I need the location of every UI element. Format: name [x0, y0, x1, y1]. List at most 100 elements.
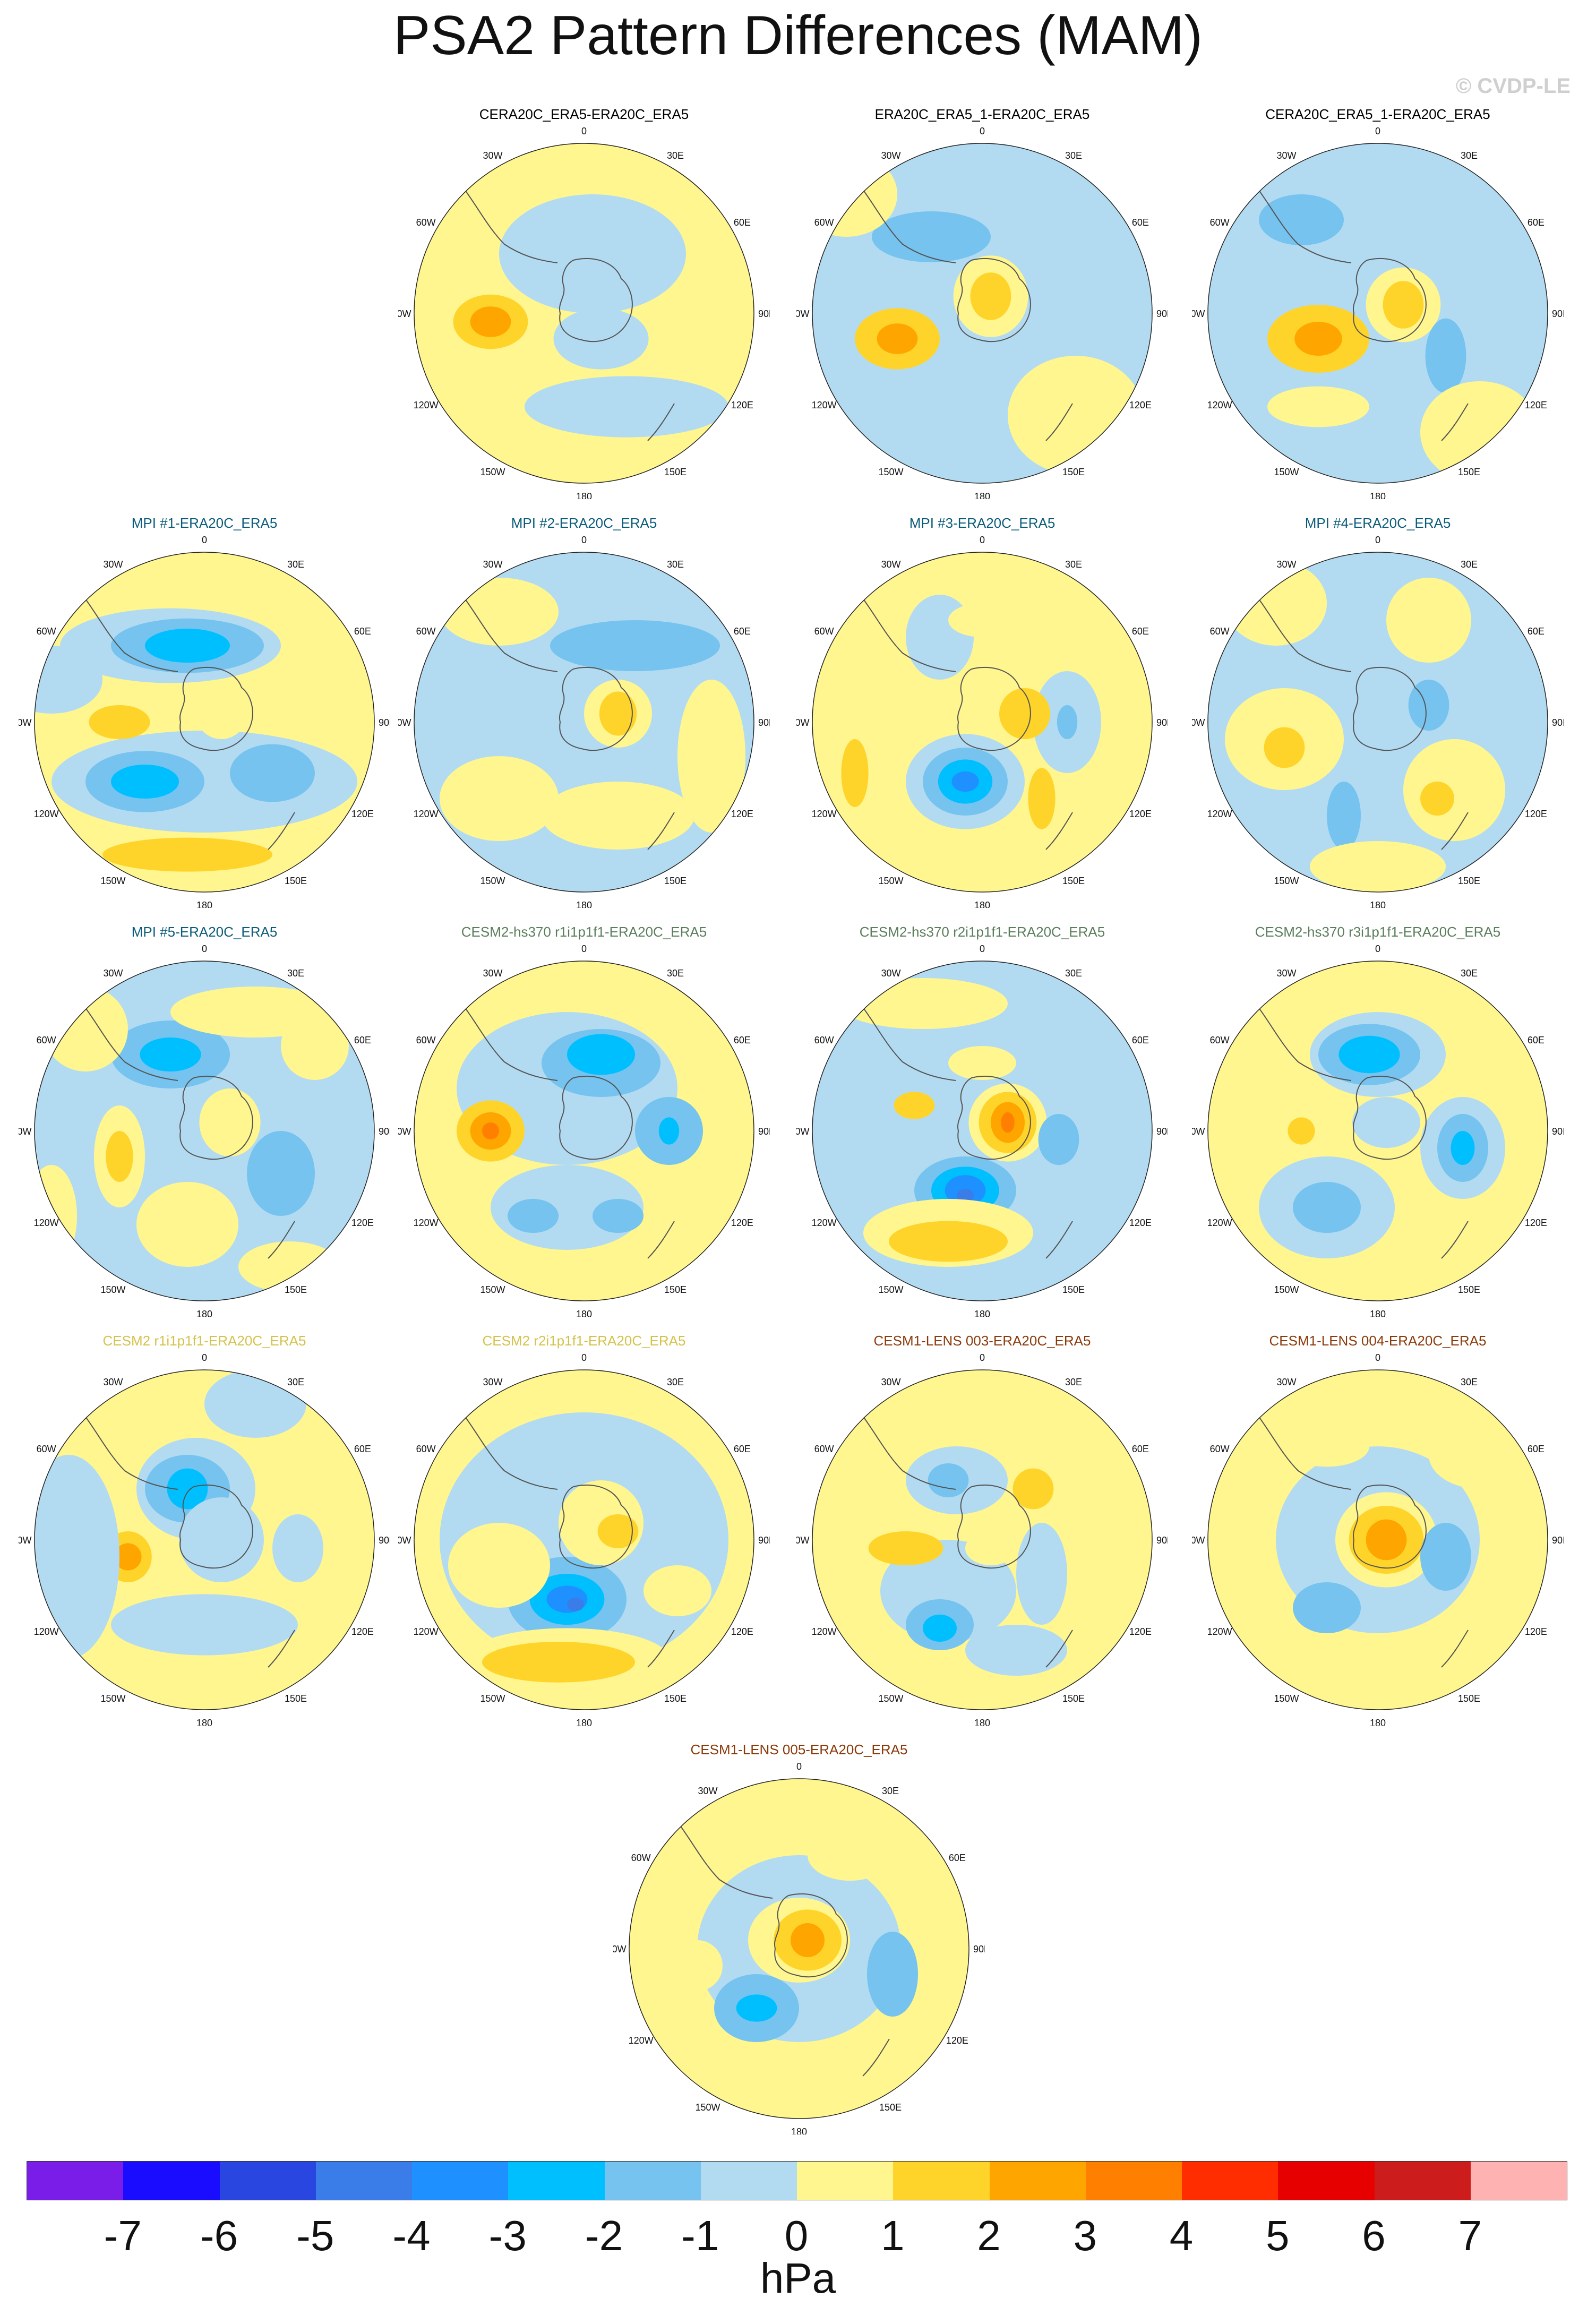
south-america-coastline [860, 1412, 956, 1490]
longitude-label: 90W [1192, 1126, 1205, 1137]
map-panel: CESM2 r1i1p1f1-ERA20C_ERA5 0 30E 60E 90E 120E… [19, 1333, 390, 1726]
longitude-label: 30E [287, 1377, 304, 1387]
anomaly-contour [567, 1597, 584, 1611]
longitude-label: 120E [1129, 1626, 1152, 1637]
colorbar-swatch [604, 2162, 701, 2200]
anomaly-contour [1429, 1421, 1531, 1489]
map-panel: MPI #1-ERA20C_ERA5 0 30E 60E 90E 120E 150E 180 1… [19, 515, 390, 908]
colorbar-swatch [700, 2162, 797, 2200]
longitude-label: 180 [196, 1718, 212, 1726]
longitude-label: 60E [1132, 217, 1149, 228]
antarctica-coastline [1352, 1075, 1427, 1160]
colorbar-tick-label: -5 [296, 2212, 334, 2259]
longitude-label: 90W [19, 1535, 32, 1546]
anomaly-contour [1366, 1519, 1407, 1561]
anomaly-contour [599, 691, 637, 736]
anomaly-contour [872, 211, 991, 262]
colorbar-swatch [1182, 2162, 1278, 2200]
anomaly-contour [677, 680, 745, 833]
polar-map: 0 30E 60E 90E 120E 150E 180 150W 120W 90W 60W 30W [796, 1354, 1168, 1726]
antarctica-coastline [559, 666, 633, 751]
longitude-label: 120E [731, 400, 753, 410]
anomaly-contour [89, 705, 150, 739]
longitude-label: 30W [103, 1377, 123, 1387]
longitude-label: 60W [37, 1444, 56, 1454]
longitude-label: 150W [480, 467, 505, 477]
antarctica-coastline [179, 666, 253, 751]
longitude-label: 0 [581, 1354, 587, 1363]
anomaly-contour [808, 1830, 893, 1881]
anomaly-contour [658, 1117, 680, 1145]
longitude-label: 90E [758, 1535, 770, 1546]
map-panel: CESM1-LENS 003-ERA20C_ERA5 0 30E 60E 90E 120E… [796, 1333, 1168, 1726]
longitude-label: 60E [734, 1444, 751, 1454]
polar-map: 0 30E 60E 90E 120E 150E 180 150W 120W 90W 60W 30W [19, 945, 390, 1317]
longitude-label: 90E [758, 1126, 770, 1137]
map-boundary [34, 1369, 375, 1710]
longitude-label: 30W [1276, 1377, 1296, 1387]
longitude-label: 60E [1132, 1444, 1149, 1454]
polar-map: 0 30E 60E 90E 120E 150E 180 150W 120W 90W 60W 30W [1192, 945, 1564, 1317]
longitude-label: 120W [414, 809, 439, 819]
longitude-label: 60E [354, 1035, 371, 1045]
anomaly-contour [928, 1463, 969, 1497]
polar-map: 0 30E 60E 90E 120E 150E 180 150W 120W 90W 60W 30W [796, 536, 1168, 908]
panel-title: ERA20C_ERA5_1-ERA20C_ERA5 [874, 106, 1090, 122]
longitude-label: 90W [398, 1535, 411, 1546]
longitude-label: 30W [483, 150, 502, 161]
longitude-label: 150E [1062, 1693, 1085, 1704]
longitude-label: 90E [1156, 308, 1168, 319]
map-boundary [812, 552, 1153, 893]
figure-title: PSA2 Pattern Differences (MAM) [393, 5, 1203, 66]
map-panel: CESM2-hs370 r3i1p1f1-ERA20C_ERA5 0 30E 60E 9… [1192, 924, 1564, 1317]
anomaly-contour [1001, 1112, 1015, 1133]
polar-map: 0 30E 60E 90E 120E 150E 180 150W 120W 90W 60W 30W [1192, 536, 1564, 908]
longitude-label: 30W [483, 1377, 502, 1387]
longitude-label: 180 [196, 900, 212, 908]
colorbar-tick-label: 1 [881, 2212, 905, 2259]
longitude-label: 150W [1274, 1693, 1299, 1704]
longitude-label: 180 [576, 491, 592, 499]
anomaly-contour [482, 1122, 499, 1139]
new-zealand-coastline [647, 403, 675, 441]
south-america-coastline [461, 1003, 558, 1081]
longitude-label: 60E [1528, 217, 1544, 228]
map-panel: CESM1-LENS 005-ERA20C_ERA5 0 30E 60E 90E 120E… [613, 1742, 985, 2134]
anomaly-contour [1408, 680, 1449, 731]
south-america-coastline [461, 1412, 558, 1490]
longitude-label: 120W [1207, 809, 1232, 819]
longitude-label: 90W [1192, 717, 1205, 728]
longitude-label: 120E [731, 809, 753, 819]
anomaly-contour [553, 308, 649, 370]
longitude-label: 90E [1156, 717, 1168, 728]
longitude-label: 180 [1370, 1718, 1386, 1726]
longitude-label: 150E [1062, 876, 1085, 886]
longitude-label: 180 [196, 1309, 212, 1317]
longitude-label: 60W [1210, 1444, 1230, 1454]
longitude-label: 30E [1065, 968, 1082, 979]
antarctica-coastline [1352, 258, 1427, 342]
south-america-coastline [1255, 1003, 1352, 1081]
anomaly-contour [867, 1932, 918, 2017]
anomaly-contour [1451, 1131, 1475, 1165]
antarctica-coastline [1352, 666, 1427, 751]
longitude-label: 120E [731, 1626, 753, 1637]
anomaly-contour [643, 1565, 711, 1616]
longitude-label: 90W [398, 1126, 411, 1137]
colorbar-unit-label: hPa [760, 2254, 836, 2302]
longitude-label: 60E [1528, 626, 1544, 637]
longitude-label: 60W [416, 1035, 436, 1045]
longitude-label: 120E [1525, 400, 1547, 410]
longitude-label: 120W [34, 809, 59, 819]
map-boundary [629, 1778, 969, 2119]
longitude-label: 150E [1458, 1693, 1480, 1704]
colorbar-swatch [1374, 2162, 1471, 2200]
longitude-label: 0 [980, 945, 985, 954]
anomaly-contour [868, 1531, 943, 1565]
new-zealand-coastline [1441, 1221, 1469, 1259]
anomaly-contour [448, 1523, 550, 1608]
longitude-label: 120W [34, 1217, 59, 1228]
map-panel: CERA20C_ERA5_1-ERA20C_ERA5 0 30E 60E 90E 120E… [1192, 106, 1564, 499]
anomaly-contour [1327, 782, 1361, 850]
anomaly-contour [482, 1642, 635, 1683]
